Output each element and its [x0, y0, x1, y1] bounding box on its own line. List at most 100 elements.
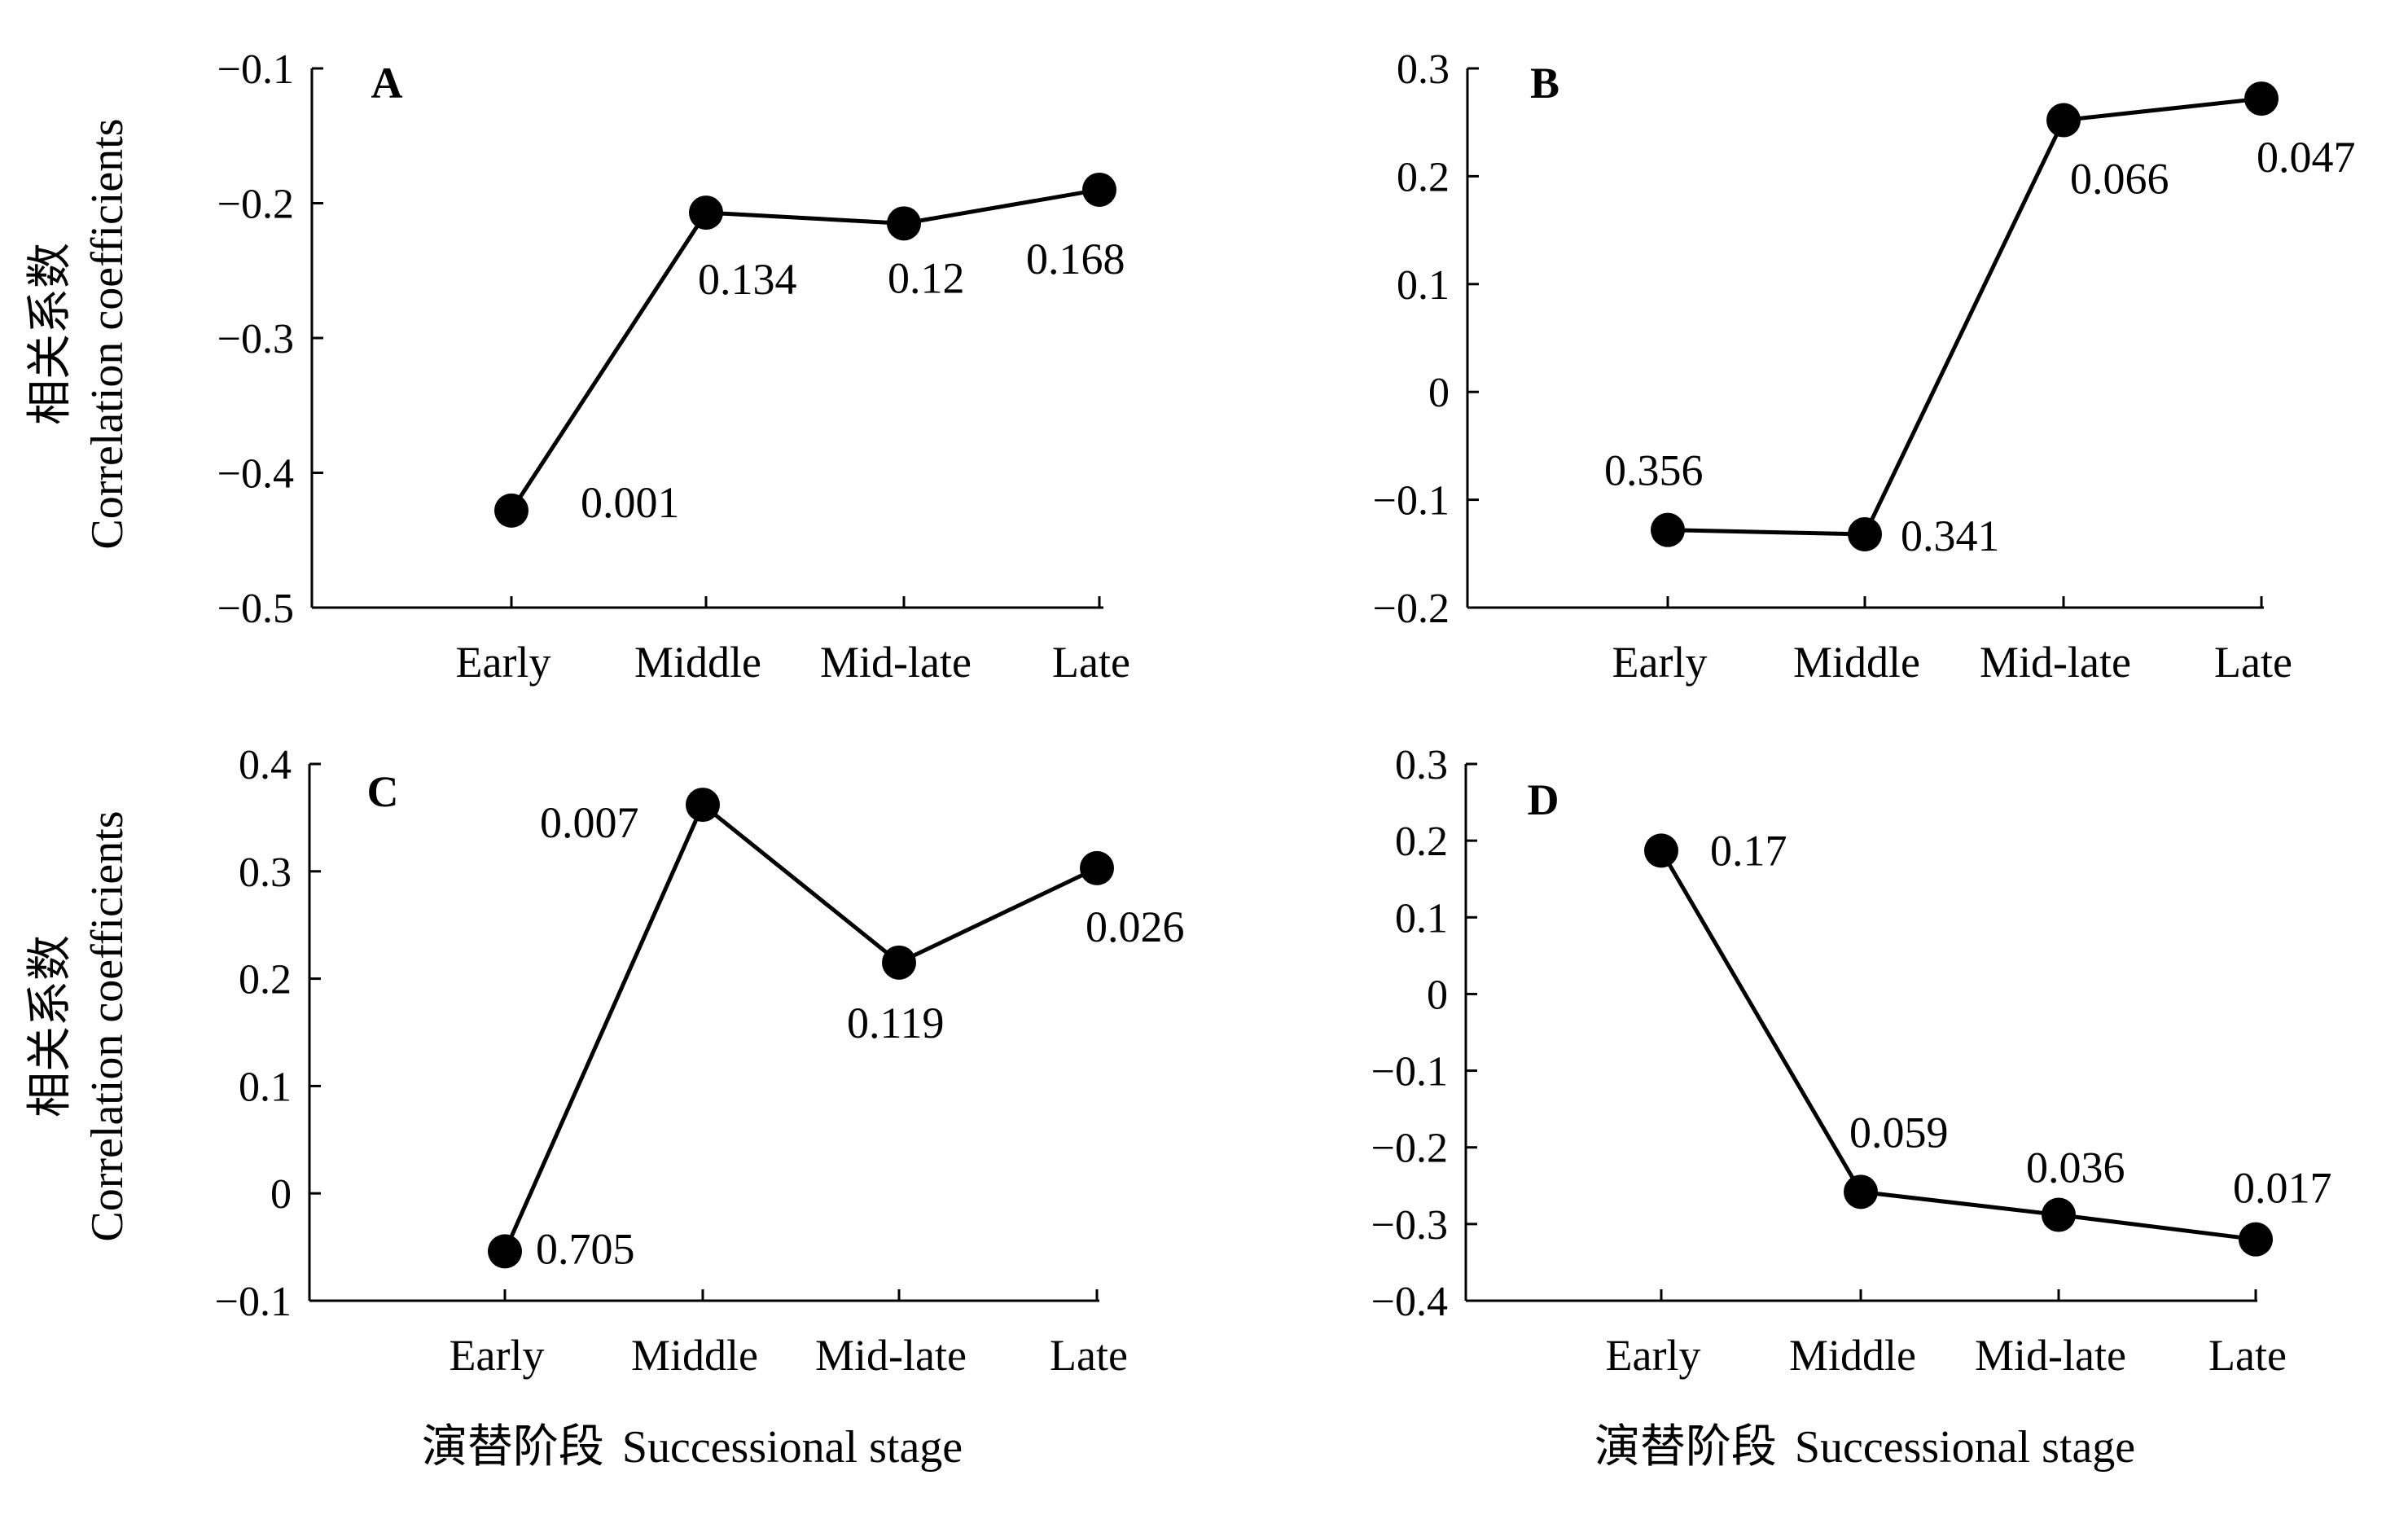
panel-c: −0.1 0 0.1 0.2 0.3 0.4 Early Middle Mid-late Late… — [215, 742, 1185, 1380]
x-tick-label: Early — [450, 1331, 545, 1380]
y-tick-label: 0.1 — [1395, 895, 1448, 942]
data-point — [1082, 172, 1116, 207]
x-tick-label: Mid-late — [1975, 1331, 2126, 1380]
data-point — [494, 493, 529, 528]
point-label: 0.356 — [1604, 446, 1704, 495]
point-label: 0.036 — [2026, 1144, 2125, 1192]
y-tick-label: 0 — [270, 1171, 292, 1218]
point-label: 0.059 — [1849, 1108, 1949, 1157]
y-tick-label: 0.3 — [1397, 46, 1450, 93]
x-tick-label: Middle — [1793, 638, 1920, 687]
point-label: 0.066 — [2070, 155, 2169, 204]
x-tick-label: Late — [1050, 1331, 1128, 1380]
x-axis-title-cn-right: 演替阶段 — [1594, 1422, 1777, 1473]
data-point — [1651, 512, 1685, 547]
x-tick-label: Mid-late — [815, 1331, 967, 1380]
data-point — [1844, 1174, 1878, 1209]
panel-b: −0.2 −0.1 0 0.1 0.2 0.3 Early Middle Mid-late Lat… — [1373, 46, 2356, 687]
x-tick-label: Middle — [634, 638, 761, 687]
y-tick-label: −0.2 — [217, 182, 294, 228]
point-label: 0.705 — [536, 1224, 635, 1273]
y-tick-label: −0.3 — [217, 316, 294, 362]
panel-a: −0.5 −0.4 −0.3 −0.2 −0.1 Early Middle Mid-late L… — [217, 46, 1130, 687]
y-tick-label: 0.2 — [1395, 819, 1448, 865]
y-tick-label: 0.2 — [239, 957, 292, 1003]
y-tick-label: 0.1 — [239, 1064, 292, 1110]
panel-letter: C — [367, 767, 399, 816]
point-label: 0.168 — [1026, 235, 1125, 283]
y-axis-title-cn-top: 相关系数 — [25, 243, 76, 425]
point-label: 0.17 — [1710, 826, 1787, 875]
point-label: 0.134 — [698, 255, 797, 304]
y-tick-label: 0.3 — [239, 849, 292, 896]
point-label: 0.119 — [847, 999, 945, 1047]
x-axis-title-en-right: Successional stage — [1795, 1422, 2135, 1473]
panel-letter: D — [1528, 775, 1559, 824]
x-tick-label: Early — [456, 638, 551, 687]
x-tick-label: Middle — [1789, 1331, 1916, 1380]
y-tick-label: 0 — [1428, 370, 1450, 416]
x-tick-label: Mid-late — [820, 638, 972, 687]
data-point — [2244, 81, 2279, 116]
point-label: 0.007 — [540, 798, 639, 847]
data-point — [1080, 850, 1114, 885]
point-label: 0.047 — [2257, 133, 2356, 182]
data-point — [1644, 833, 1678, 868]
series-line — [502, 801, 1099, 1253]
y-tick-label: −0.1 — [215, 1279, 292, 1325]
y-axis-title-top: 相关系数 Correlation coefficients — [25, 118, 133, 549]
x-tick-label: Early — [1606, 1331, 1701, 1380]
panel-letter: A — [371, 59, 403, 108]
x-tick-label: Middle — [631, 1331, 758, 1380]
x-tick-label: Early — [1612, 638, 1708, 687]
y-tick-label: −0.5 — [217, 586, 294, 632]
y-tick-label: −0.4 — [1371, 1279, 1448, 1325]
x-axis-title-en-left: Successional stage — [622, 1422, 963, 1473]
y-tick-label: 0.2 — [1397, 154, 1450, 200]
y-tick-label: 0.1 — [1397, 262, 1450, 309]
x-axis-title-cn-left: 演替阶段 — [422, 1422, 604, 1473]
y-tick-label: 0.4 — [239, 742, 292, 788]
data-point — [2042, 1197, 2076, 1232]
x-tick-label: Late — [2214, 638, 2292, 687]
y-axis-title-bottom: 相关系数 Correlation coefficients — [25, 810, 133, 1241]
x-tick-label: Mid-late — [1980, 638, 2131, 687]
data-point — [2239, 1222, 2273, 1257]
point-label: 0.12 — [888, 253, 965, 302]
data-point — [2046, 103, 2081, 138]
y-tick-label: 0.3 — [1395, 742, 1448, 788]
x-tick-label: Late — [2208, 1331, 2287, 1380]
y-tick-label: 0 — [1427, 972, 1448, 1018]
panel-d: −0.4 −0.3 −0.2 −0.1 0 0.1 0.2 0.3 Early Middle Mid… — [1371, 742, 2332, 1380]
point-label: 0.026 — [1086, 902, 1185, 951]
x-tick-label: Late — [1052, 638, 1130, 687]
y-axis-title-cn-bottom: 相关系数 — [25, 935, 76, 1117]
series-line — [1659, 849, 2257, 1242]
data-point — [882, 945, 916, 980]
x-axis-title-right: 演替阶段 Successional stage — [1594, 1422, 2135, 1473]
y-tick-label: −0.3 — [1371, 1202, 1448, 1249]
data-point — [1848, 516, 1882, 551]
y-tick-label: −0.1 — [217, 46, 294, 93]
y-tick-label: −0.1 — [1373, 478, 1450, 525]
series-line — [509, 187, 1100, 512]
data-point — [689, 195, 723, 230]
point-label: 0.341 — [1901, 511, 2000, 560]
y-tick-label: −0.4 — [217, 451, 294, 498]
point-label: 0.017 — [2233, 1164, 2332, 1213]
y-tick-label: −0.1 — [1371, 1049, 1448, 1095]
point-label: 0.001 — [581, 478, 680, 527]
x-axis-title-left: 演替阶段 Successional stage — [422, 1422, 963, 1473]
data-point — [686, 788, 720, 823]
panel-letter: B — [1530, 59, 1559, 108]
series-line — [1667, 96, 2262, 537]
data-point — [488, 1234, 522, 1269]
y-axis-title-en-bottom: Correlation coefficients — [82, 810, 133, 1241]
y-axis-title-en-top: Correlation coefficients — [82, 118, 133, 549]
y-tick-label: −0.2 — [1371, 1126, 1448, 1172]
y-tick-label: −0.2 — [1373, 586, 1450, 632]
data-point — [887, 206, 921, 241]
